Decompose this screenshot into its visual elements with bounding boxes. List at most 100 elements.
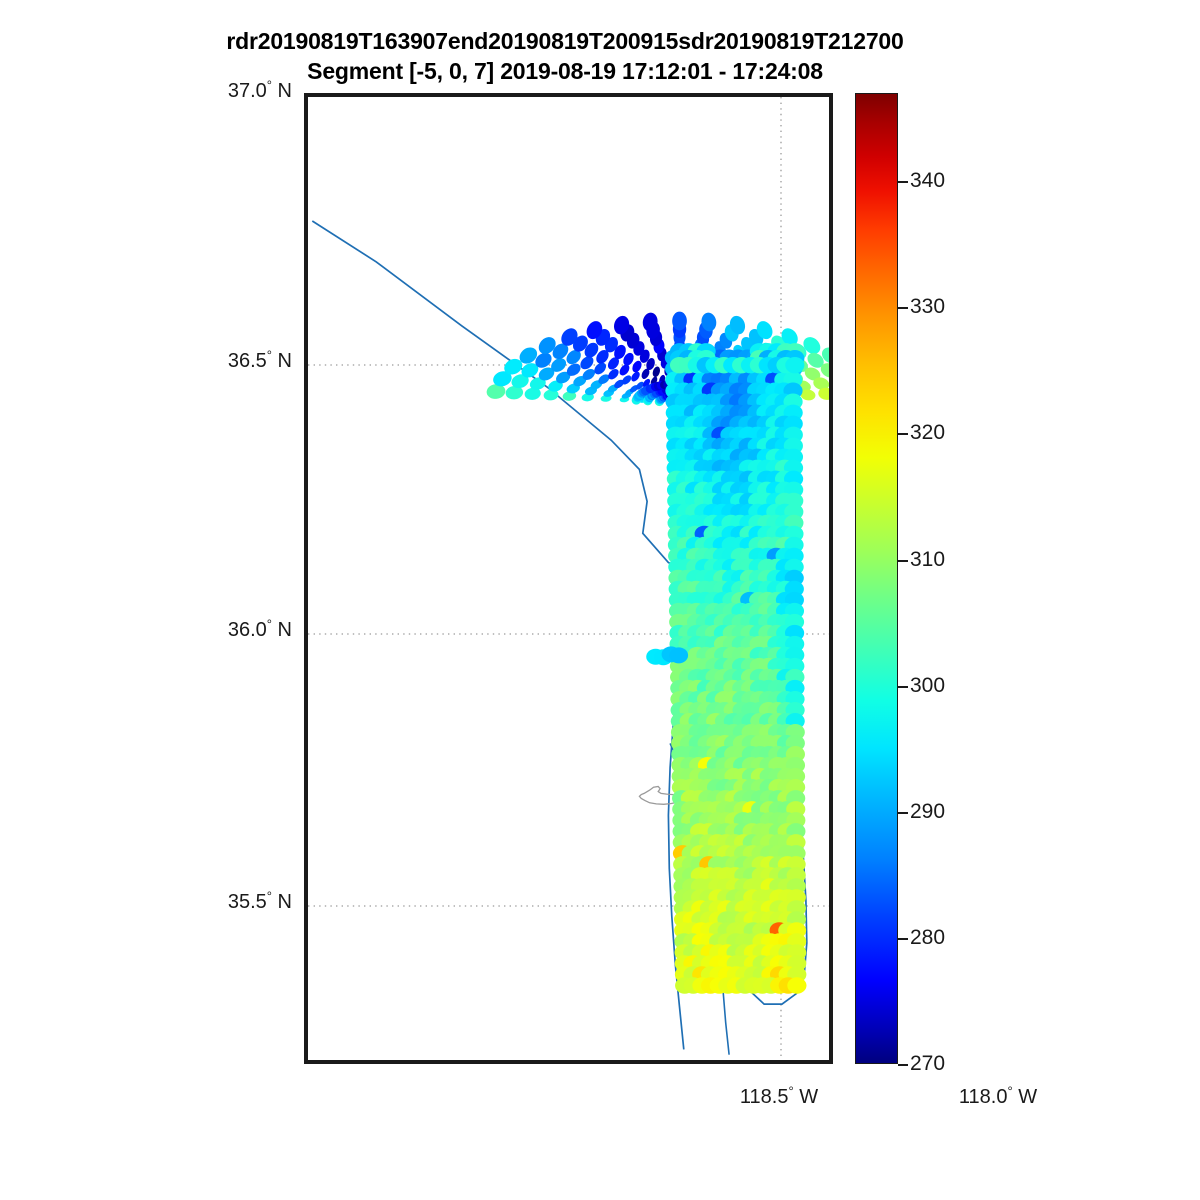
fan-footprint (781, 328, 798, 346)
fan-footprint (756, 321, 773, 340)
fan-footprint (631, 371, 640, 382)
fan-footprint (524, 387, 541, 400)
fan-footprint (596, 349, 609, 364)
fan-footprint (614, 344, 626, 360)
colorbar-tick-mark-320 (898, 433, 908, 436)
x-tick-label-118-5: 118.5° W (699, 1083, 859, 1109)
colorbar-tick-label-280: 280 (910, 925, 946, 949)
y-tick-label-36-5: 36.5° N (142, 347, 292, 373)
colorbar-gradient (856, 94, 897, 1063)
figure-title: rdr20190819T163907end20190819T200915sdr2… (0, 26, 1130, 86)
map-plot-area (308, 97, 829, 1060)
fan-footprint (594, 362, 607, 375)
fan-footprint (646, 358, 655, 370)
fan-footprint (584, 342, 599, 358)
fan-footprint (493, 371, 512, 387)
fan-footprint (562, 391, 577, 401)
scatter-plot-svg (308, 97, 829, 1060)
x-tick-value: 118.5 (739, 1086, 789, 1108)
fan-footprint (804, 367, 821, 381)
degree-symbol: ° (788, 1083, 794, 1099)
data-points-layer (486, 311, 829, 994)
colorbar (855, 93, 898, 1064)
y-tick-value: 36.5 (227, 350, 267, 372)
fan-footprint (548, 380, 563, 392)
fan-footprint (652, 366, 660, 378)
fan-footprint (581, 393, 594, 402)
fan-footprint (803, 337, 821, 354)
x-tick-value: 118.0 (958, 1086, 1008, 1108)
fan-footprint (566, 349, 581, 365)
fan-footprint (552, 343, 569, 360)
y-tick-label-36-0: 36.0° N (142, 616, 292, 642)
fan-footprint (820, 363, 829, 378)
colorbar-tick-label-270: 270 (910, 1052, 946, 1075)
y-tick-hemisphere: N (272, 350, 292, 372)
degree-symbol: ° (266, 77, 272, 93)
colorbar-tick-label-300: 300 (910, 673, 946, 697)
fan-footprint (572, 335, 588, 352)
colorbar-tick-label-290: 290 (910, 799, 946, 823)
degree-symbol: ° (266, 888, 272, 904)
x-tick-hemisphere: W (793, 1086, 819, 1108)
fan-footprint (818, 387, 829, 400)
colorbar-tick-mark-290 (898, 811, 908, 814)
fan-footprint (800, 389, 816, 401)
title-line-2: Segment [-5, 0, 7] 2019-08-19 17:12:01 -… (307, 58, 823, 84)
colorbar-tick-label-330: 330 (910, 295, 946, 319)
fan-footprint (641, 368, 650, 379)
fan-footprint (598, 374, 610, 385)
fan-footprint (613, 315, 630, 335)
y-tick-hemisphere: N (272, 891, 292, 913)
fan-footprint (586, 321, 603, 340)
colorbar-tick-mark-270 (898, 1064, 908, 1066)
fan-footprint (614, 379, 624, 389)
degree-symbol: ° (266, 616, 272, 632)
fan-footprint (521, 363, 539, 378)
degree-symbol: ° (266, 347, 272, 363)
fan-footprint (672, 311, 687, 331)
fan-footprint (561, 328, 578, 346)
fan-footprint (580, 356, 594, 370)
fan-footprint (622, 375, 632, 385)
fan-footprint (607, 357, 620, 370)
swath-footprint-leading (785, 356, 805, 374)
x-tick-label-118-0: 118.0° W (918, 1083, 1078, 1109)
y-tick-label-37-0: 37.0° N (142, 77, 292, 103)
fan-footprint (566, 363, 581, 376)
fan-footprint (573, 376, 587, 387)
map-axes (304, 93, 833, 1064)
fan-footprint (556, 371, 571, 384)
colorbar-tick-mark-300 (898, 685, 908, 688)
fan-footprint (619, 364, 630, 376)
fan-footprint (486, 384, 506, 399)
fan-footprint (813, 377, 829, 390)
fan-footprint (582, 368, 595, 380)
swath-footprint (787, 977, 807, 994)
colorbar-tick-mark-340 (898, 181, 908, 184)
fan-footprint (538, 367, 555, 381)
fan-footprint (729, 315, 746, 335)
y-tick-value: 36.0 (227, 619, 267, 641)
colorbar-tick-label-310: 310 (910, 547, 946, 571)
river-line-northwest-diagonal (311, 220, 727, 593)
fan-footprint (642, 378, 651, 388)
fan-footprint (608, 369, 619, 380)
fan-footprint (529, 377, 546, 390)
degree-symbol: ° (1007, 1083, 1013, 1099)
fan-footprint (505, 385, 524, 400)
colorbar-tick-mark-310 (898, 559, 908, 562)
fan-footprint (635, 381, 644, 390)
colorbar-tick-mark-280 (898, 937, 908, 940)
y-tick-label-35-5: 35.5° N (142, 888, 292, 914)
fan-footprint (538, 337, 556, 354)
fan-footprint (821, 347, 829, 364)
y-tick-value: 35.5 (227, 891, 267, 913)
fan-footprint (519, 347, 538, 364)
fan-footprint (511, 374, 529, 389)
fan-footprint (623, 352, 634, 366)
fan-footprint (642, 312, 658, 332)
colorbar-tick-label-320: 320 (910, 421, 946, 445)
colorbar-tick-label-340: 340 (910, 169, 946, 193)
